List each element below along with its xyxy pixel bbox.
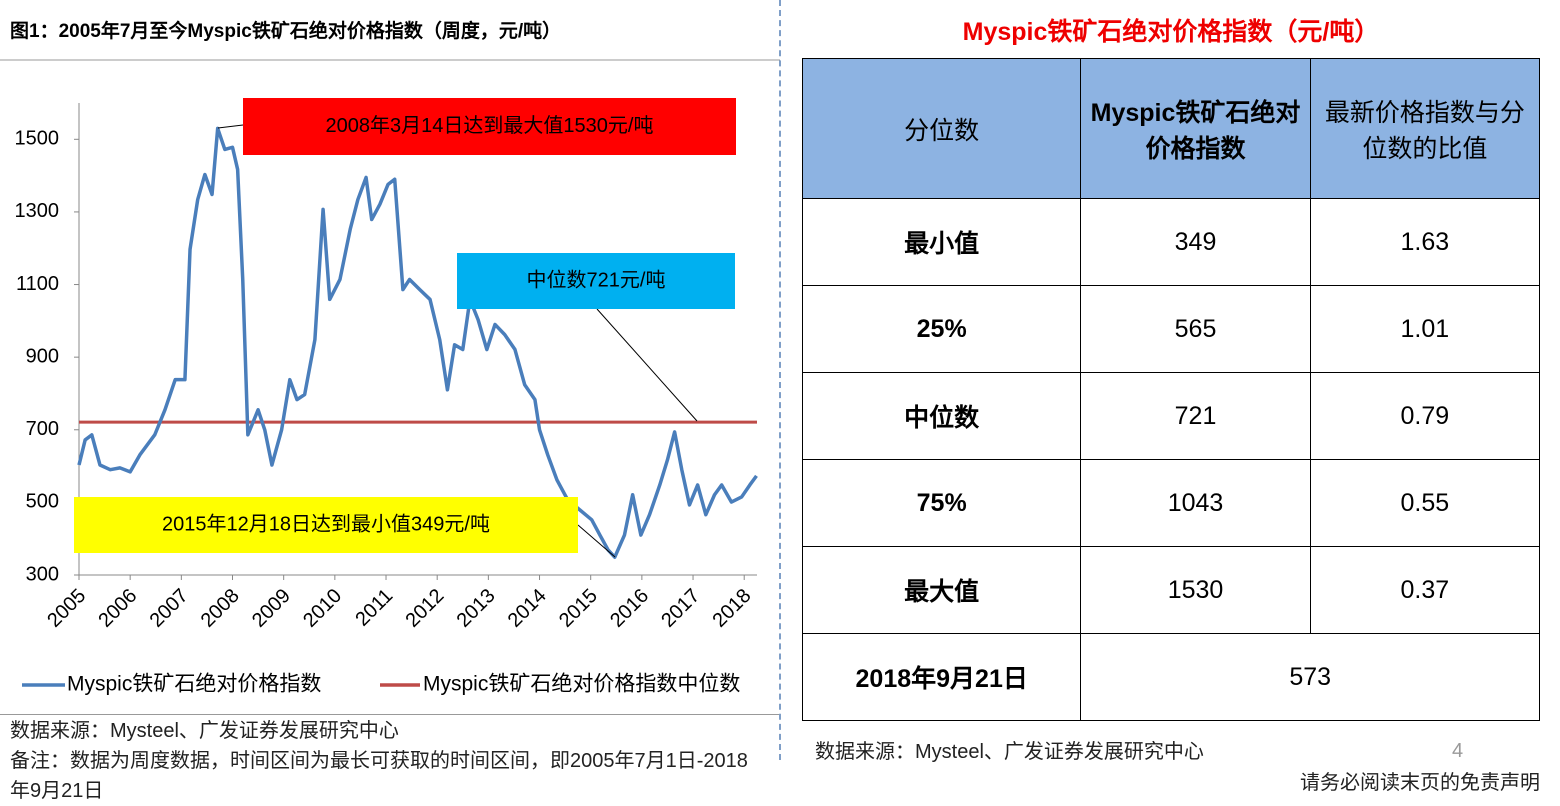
- row: 最大值 1530 0.37: [801, 546, 1541, 634]
- row: 2018年9月21日 573: [801, 633, 1540, 721]
- annotation-box: [74, 497, 578, 553]
- y-tick-label: 1300: [15, 200, 60, 222]
- source-note: 数据来源：Mysteel、广发证券发展研究中心: [815, 741, 1204, 763]
- source-note: 数据来源：Mysteel、广发证券发展研究中心: [10, 720, 399, 742]
- cell: 0.79: [1309, 372, 1541, 460]
- row: 25% 565 1.01: [801, 285, 1541, 373]
- cell: 25%: [801, 285, 1082, 373]
- y-tick-label: 1500: [15, 128, 60, 150]
- legend-label: Myspic铁矿石绝对价格指数: [67, 673, 321, 696]
- annotation-box: [457, 253, 735, 309]
- cell: 2018年9月21日: [801, 633, 1082, 721]
- cell: 1043: [1080, 459, 1311, 547]
- x-tick-label: 2017: [657, 585, 704, 632]
- x-tick-label: 2008: [197, 585, 244, 632]
- x-tick-label: 2011: [351, 585, 397, 631]
- cell: 573: [1080, 633, 1540, 721]
- disclaimer: 请务必阅读末页的免责声明: [1300, 772, 1540, 794]
- leader-line: [596, 308, 698, 422]
- y-tick-label: 1100: [16, 273, 59, 295]
- cell: 565: [1080, 285, 1311, 373]
- notes: 数据来源：Mysteel、广发证券发展研究中心 备注：数据为周度数据，时间区间为…: [10, 716, 750, 806]
- chart-title: 图1：2005年7月至今Myspic铁矿石绝对价格指数（周度，元/吨）: [10, 19, 561, 42]
- annotation: 2015年12月18日达到最小值349元/吨: [162, 512, 490, 535]
- chart: 图1：2005年7月至今Myspic铁矿石绝对价格指数（周度，元/吨） 300 5…: [0, 19, 780, 696]
- x-tick-label: 2010: [299, 585, 346, 632]
- x-tick-label: 2013: [453, 585, 500, 632]
- y-tick-label: 900: [26, 345, 59, 367]
- cell: 0.37: [1309, 546, 1541, 634]
- x-tick-label: 2015: [555, 585, 602, 632]
- row: 最小值 349 1.63: [801, 198, 1541, 286]
- row: 75% 1043 0.55: [801, 459, 1541, 547]
- price-line: [77, 126, 758, 559]
- annotation: 中位数721元/吨: [527, 268, 666, 291]
- x-tick-label: 2012: [401, 585, 448, 632]
- x-tick-label: 2005: [43, 585, 90, 632]
- x-tick-label: 2018: [708, 585, 755, 632]
- leader-line: [577, 524, 616, 558]
- cell: 349: [1080, 198, 1311, 286]
- x-tick-label: 2009: [248, 585, 295, 632]
- cell: 721: [1080, 372, 1311, 460]
- cell: 1530: [1080, 546, 1311, 634]
- y-tick-label: 500: [26, 491, 59, 513]
- cell: 75%: [801, 459, 1082, 547]
- cell: 1.63: [1309, 198, 1541, 286]
- annotation: 2008年3月14日达到最大值1530元/吨: [326, 114, 654, 137]
- x-tick-label: 2016: [606, 585, 653, 632]
- leader-line: [217, 124, 244, 129]
- header-cell: 分位数: [801, 58, 1082, 199]
- cell: 最大值: [801, 546, 1082, 634]
- table-body: 最小值 349 1.63 25% 565 1.01 中位数 721 0.79 75% 1043 0.5…: [801, 198, 1541, 721]
- divider: [779, 0, 781, 760]
- y-tick-label: 700: [26, 418, 59, 440]
- annotation-box: [243, 98, 736, 155]
- x-tick-label: 2006: [94, 585, 141, 632]
- x-tick-label: 2014: [504, 585, 551, 632]
- rule: [0, 714, 780, 715]
- table: 分位数 Myspic铁矿石绝对价格指数 最新价格指数与分位数的比值 最小值 349…: [801, 58, 1541, 721]
- cell: 0.55: [1309, 459, 1541, 547]
- header-cell: 最新价格指数与分位数的比值: [1309, 58, 1541, 199]
- cell: 中位数: [801, 372, 1082, 460]
- y-tick-label: 300: [26, 563, 59, 585]
- header-row: 分位数 Myspic铁矿石绝对价格指数 最新价格指数与分位数的比值: [801, 58, 1541, 199]
- remark-note: 备注：数据为周度数据，时间区间为最长可获取的时间区间，即2005年7月1日-20…: [10, 750, 748, 802]
- legend-label: Myspic铁矿石绝对价格指数中位数: [423, 673, 740, 696]
- table-title: Myspic铁矿石绝对价格指数（元/吨）: [962, 18, 1380, 46]
- header-cell: Myspic铁矿石绝对价格指数: [1080, 58, 1311, 199]
- cell: 最小值: [801, 198, 1082, 286]
- x-tick-label: 2007: [146, 585, 193, 632]
- cell: 1.01: [1309, 285, 1541, 373]
- page-number: 4: [1452, 740, 1464, 762]
- row: 中位数 721 0.79: [801, 372, 1541, 460]
